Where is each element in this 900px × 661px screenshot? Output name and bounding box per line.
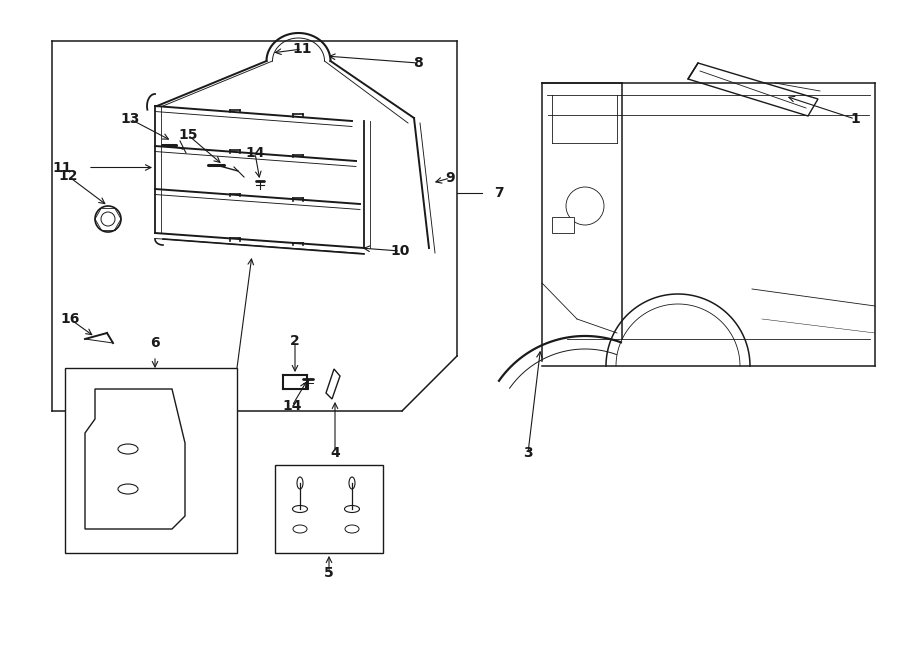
Text: 6: 6 [150,336,160,350]
Bar [552,217,574,233]
Text: 5: 5 [324,566,334,580]
Text: 1: 1 [850,112,860,126]
Text: 11: 11 [52,161,72,175]
Text: 16: 16 [60,312,80,326]
Text: 9: 9 [217,384,227,398]
Bar [65,368,237,553]
Text: 3: 3 [523,446,533,460]
Text: 14: 14 [245,146,265,160]
Text: 9: 9 [446,171,454,185]
Text: 10: 10 [391,244,410,258]
Text: 12: 12 [58,169,77,183]
Text: 13: 13 [121,112,140,126]
Bar [275,465,383,553]
Text: 2: 2 [290,334,300,348]
Text: 11: 11 [292,42,311,56]
Text: 8: 8 [413,56,423,70]
Text: 14: 14 [283,399,302,413]
Text: 15: 15 [178,128,198,142]
Text: 4: 4 [330,446,340,460]
Text: 7: 7 [494,186,504,200]
